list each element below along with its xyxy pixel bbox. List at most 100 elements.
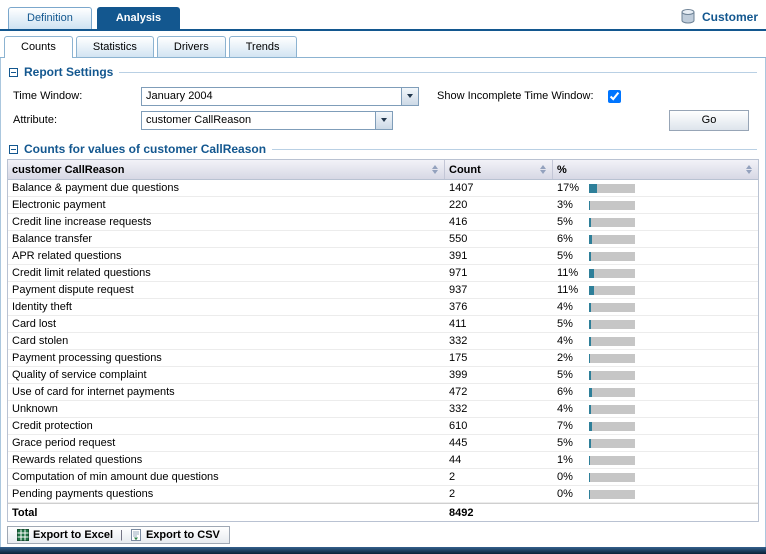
show-incomplete-label: Show Incomplete Time Window: <box>437 90 594 102</box>
counts-table-body: Balance & payment due questions 1407 17%… <box>8 180 758 503</box>
row-count: 550 <box>449 233 468 245</box>
percent-bar <box>589 200 635 210</box>
percent-bar-fill <box>589 353 590 363</box>
row-label: Quality of service complaint <box>12 369 147 381</box>
row-count: 411 <box>449 318 467 330</box>
table-row: Pending payments questions 2 0% <box>8 486 758 503</box>
row-percent: 5% <box>557 318 573 330</box>
table-row: Payment dispute request 937 11% <box>8 282 758 299</box>
export-toolbar: Export to Excel | Export to CSV <box>7 526 759 544</box>
collapse-minus-icon[interactable] <box>9 67 18 77</box>
percent-bar <box>589 285 635 295</box>
row-percent: 0% <box>557 471 573 483</box>
column-header-reason[interactable]: customer CallReason <box>8 160 445 179</box>
sort-icon[interactable] <box>746 165 752 174</box>
tab-analysis[interactable]: Analysis <box>96 7 181 29</box>
percent-bar <box>589 217 635 227</box>
row-percent-cell: 5% <box>553 216 758 228</box>
counts-table: customer CallReason Count % Balance & pa… <box>7 159 759 522</box>
attribute-value: customer CallReason <box>146 113 252 126</box>
go-button[interactable]: Go <box>669 109 749 131</box>
row-label: Rewards related questions <box>12 454 143 466</box>
tab-counts[interactable]: Counts <box>4 36 73 58</box>
row-count: 391 <box>449 250 468 262</box>
tab-definition[interactable]: Definition <box>8 7 92 29</box>
percent-bar <box>589 353 635 363</box>
row-label: Grace period request <box>12 437 116 449</box>
row-percent: 4% <box>557 403 573 415</box>
row-percent: 2% <box>557 352 573 364</box>
row-percent: 4% <box>557 301 573 313</box>
collapse-minus-icon[interactable] <box>9 144 18 154</box>
row-count: 399 <box>449 369 468 381</box>
row-percent: 11% <box>557 267 579 279</box>
report-settings-header: Report Settings <box>5 61 761 82</box>
table-row: Credit protection 610 7% <box>8 418 758 435</box>
attribute-select[interactable]: customer CallReason <box>141 110 393 130</box>
export-excel-button[interactable]: Export to Excel <box>17 529 113 541</box>
counts-section-title: Counts for values of customer CallReason <box>24 142 267 156</box>
table-row: Unknown 332 4% <box>8 401 758 418</box>
row-percent: 11% <box>557 284 579 296</box>
column-header-percent[interactable]: % <box>553 160 758 179</box>
table-row: Card lost 411 5% <box>8 316 758 333</box>
row-label: Credit line increase requests <box>12 216 152 228</box>
row-label: Electronic payment <box>12 199 106 211</box>
row-percent-cell: 4% <box>553 301 758 313</box>
export-excel-label: Export to Excel <box>33 529 114 541</box>
row-label: Balance transfer <box>12 233 93 245</box>
percent-bar-fill <box>589 302 591 312</box>
sort-icon[interactable] <box>540 165 546 174</box>
row-percent-cell: 11% <box>553 267 758 279</box>
report-settings-body: Time Window: January 2004 Show Incomplet… <box>5 82 761 138</box>
row-label: Balance & payment due questions <box>12 182 179 194</box>
row-label: Payment processing questions <box>12 352 162 364</box>
percent-bar-fill <box>589 319 591 329</box>
table-row: Rewards related questions 44 1% <box>8 452 758 469</box>
row-count: 2 <box>449 471 456 483</box>
total-label: Total <box>12 506 38 519</box>
percent-bar-fill <box>589 336 591 346</box>
row-count: 610 <box>449 420 468 432</box>
table-row: Computation of min amount due questions … <box>8 469 758 486</box>
row-count: 445 <box>449 437 468 449</box>
row-count: 937 <box>449 284 468 296</box>
row-percent-cell: 5% <box>553 369 758 381</box>
row-label: Computation of min amount due questions <box>12 471 219 483</box>
row-count: 472 <box>449 386 468 398</box>
incomplete-checkbox[interactable] <box>607 89 621 103</box>
row-percent-cell: 5% <box>553 437 758 449</box>
table-row: Quality of service complaint 399 5% <box>8 367 758 384</box>
tab-trends[interactable]: Trends <box>228 36 297 57</box>
column-header-count[interactable]: Count <box>445 160 553 179</box>
row-label: Credit limit related questions <box>12 267 151 279</box>
percent-bar-fill <box>589 251 591 261</box>
row-percent-cell: 4% <box>553 403 758 415</box>
percent-bar <box>589 489 635 499</box>
sort-icon[interactable] <box>432 165 438 174</box>
time-window-value: January 2004 <box>146 89 213 102</box>
table-row: Payment processing questions 175 2% <box>8 350 758 367</box>
tab-statistics[interactable]: Statistics <box>75 36 154 57</box>
row-count: 2 <box>449 488 456 500</box>
row-percent-cell: 1% <box>553 454 758 466</box>
report-settings-title: Report Settings <box>24 65 114 79</box>
row-count: 220 <box>449 199 468 211</box>
attribute-label: Attribute: <box>13 114 58 126</box>
percent-bar <box>589 234 635 244</box>
row-count: 416 <box>449 216 468 228</box>
row-percent: 6% <box>557 386 573 398</box>
percent-bar <box>589 387 635 397</box>
time-window-dropdown-button[interactable] <box>401 87 418 105</box>
tab-drivers[interactable]: Drivers <box>156 36 226 57</box>
row-percent-cell: 2% <box>553 352 758 364</box>
row-count: 175 <box>449 352 468 364</box>
row-percent-cell: 6% <box>553 386 758 398</box>
time-window-select[interactable]: January 2004 <box>141 86 419 106</box>
csv-icon <box>130 529 141 541</box>
row-percent-cell: 4% <box>553 335 758 347</box>
table-row: Balance & payment due questions 1407 17% <box>8 180 758 197</box>
percent-bar-fill <box>589 472 590 482</box>
attribute-dropdown-button[interactable] <box>375 111 392 129</box>
export-csv-button[interactable]: Export to CSV <box>130 529 220 541</box>
